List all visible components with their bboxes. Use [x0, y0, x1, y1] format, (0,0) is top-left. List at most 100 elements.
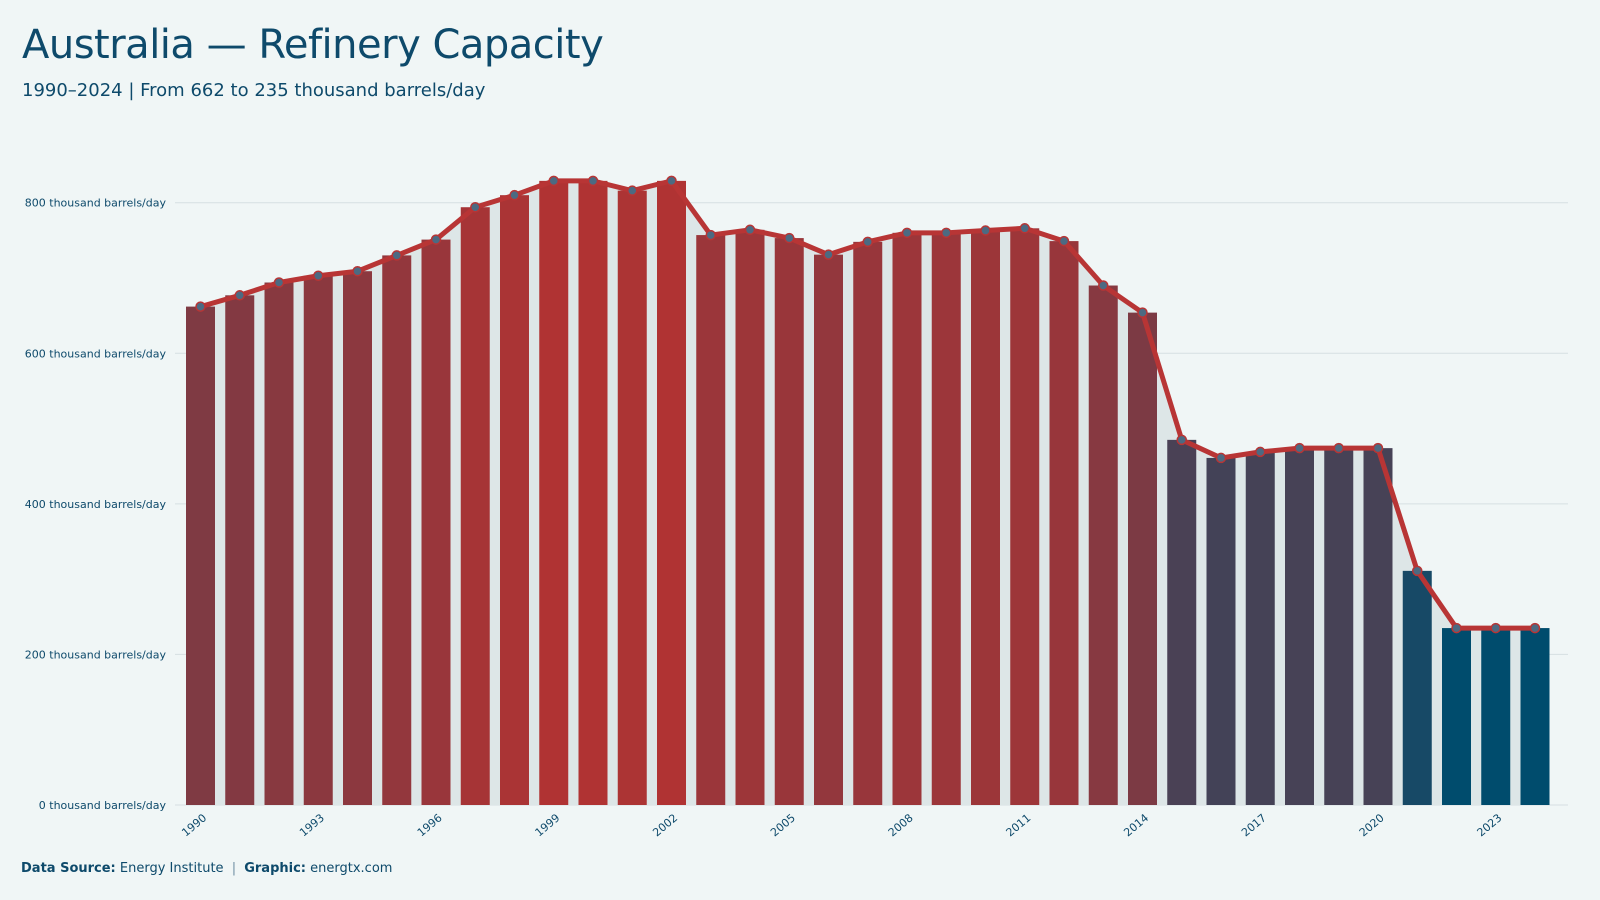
y-tick-label: 600 thousand barrels/day — [25, 347, 167, 360]
x-tick-label: 1996 — [415, 811, 445, 839]
marker-2006 — [823, 249, 834, 260]
x-tick-label: 2017 — [1239, 811, 1269, 839]
marker-2008 — [901, 227, 913, 239]
bar-2018 — [1285, 448, 1314, 805]
bar-1994 — [343, 271, 372, 805]
chart-subtitle: 1990–2024 | From 662 to 235 thousand bar… — [22, 80, 486, 101]
bar-1999 — [539, 180, 569, 806]
marker-2011 — [1019, 223, 1030, 234]
x-tick-label: 2014 — [1121, 811, 1151, 839]
marker-2017 — [1255, 446, 1266, 458]
bar-2019 — [1324, 448, 1354, 805]
bar-2010 — [971, 230, 1000, 805]
chart-title: Australia — Refinery Capacity — [22, 22, 604, 68]
marker-2010 — [980, 225, 991, 236]
x-tick-label: 2023 — [1475, 811, 1505, 839]
bar-2013 — [1088, 285, 1118, 806]
marker-2019 — [1333, 442, 1344, 454]
bar-2014 — [1128, 312, 1157, 805]
bar-2022 — [1442, 628, 1471, 805]
marker-1999 — [548, 175, 559, 187]
marker-1991 — [234, 290, 245, 301]
x-tick-label: 2020 — [1357, 811, 1387, 839]
bar-2003 — [696, 235, 726, 805]
bar-2007 — [853, 241, 883, 805]
marker-1990 — [195, 301, 206, 312]
bar-1993 — [303, 275, 333, 806]
caption-separator: | — [231, 861, 237, 876]
marker-2022 — [1451, 622, 1462, 634]
x-tick-label: 2002 — [650, 811, 680, 839]
y-tick-label: 400 thousand barrels/day — [25, 498, 167, 511]
marker-2013 — [1098, 280, 1109, 291]
marker-2002 — [666, 175, 677, 187]
marker-2024 — [1529, 622, 1541, 634]
marker-1998 — [509, 189, 520, 201]
marker-1996 — [430, 234, 442, 245]
graphic-label: Graphic: — [244, 861, 306, 876]
x-tick-label: 2008 — [886, 811, 916, 839]
marker-2001 — [627, 185, 638, 196]
marker-2007 — [862, 236, 873, 248]
marker-2009 — [941, 227, 952, 239]
marker-2015 — [1176, 434, 1187, 446]
marker-2023 — [1490, 622, 1501, 634]
bar-2024 — [1520, 628, 1550, 805]
bar-1990 — [186, 306, 215, 805]
marker-1995 — [391, 250, 402, 261]
marker-1993 — [313, 270, 324, 281]
marker-2012 — [1058, 235, 1070, 247]
bar-2011 — [1010, 228, 1040, 806]
bar-2020 — [1363, 448, 1393, 805]
bar-1991 — [225, 295, 255, 805]
bar-2002 — [657, 180, 686, 806]
x-tick-label: 1999 — [533, 811, 563, 839]
bar-1995 — [382, 255, 412, 806]
x-axis-labels: 1990 1993 1996 1999 2002 2005 2008 2011 2014 2017… — [179, 811, 1504, 839]
marker-2021 — [1412, 565, 1423, 577]
marker-2020 — [1372, 442, 1384, 454]
chart-caption: Data Source: Energy Institute | Graphic:… — [21, 861, 392, 876]
marker-2003 — [705, 229, 716, 241]
bar-1998 — [500, 195, 529, 805]
marker-2004 — [744, 224, 756, 236]
x-tick-label: 1990 — [179, 811, 209, 839]
graphic-value: energtx.com — [310, 861, 393, 876]
bar-2015 — [1167, 439, 1197, 805]
bar-2008 — [892, 232, 922, 805]
markers — [195, 175, 1541, 634]
x-tick-label: 2011 — [1004, 811, 1034, 839]
bar-2012 — [1049, 241, 1079, 805]
bar-2006 — [814, 254, 843, 806]
bar-2023 — [1481, 628, 1511, 805]
bar-2005 — [774, 238, 804, 806]
bar-1997 — [460, 207, 490, 805]
bar-1992 — [264, 282, 294, 805]
marker-2018 — [1294, 442, 1305, 454]
y-tick-label: 200 thousand barrels/day — [25, 648, 167, 661]
bar-1996 — [421, 239, 451, 806]
marker-2000 — [587, 175, 599, 187]
bar-2001 — [617, 190, 647, 806]
marker-1994 — [352, 265, 363, 277]
bars — [186, 180, 1550, 806]
bar-2021 — [1402, 570, 1432, 805]
marker-1997 — [470, 201, 481, 213]
x-tick-label: 1993 — [297, 811, 327, 839]
marker-2014 — [1137, 307, 1148, 318]
y-tick-label: 0 thousand barrels/day — [39, 799, 167, 812]
bar-2009 — [931, 232, 961, 805]
x-tick-label: 2005 — [768, 811, 798, 839]
marker-1992 — [273, 277, 285, 288]
source-value: Energy Institute — [119, 861, 224, 876]
marker-2016 — [1215, 452, 1227, 464]
bar-2016 — [1206, 457, 1236, 805]
y-axis-labels: 0 thousand barrels/day 200 thousand barre… — [25, 197, 167, 812]
bar-2004 — [735, 229, 765, 806]
y-tick-label: 800 thousand barrels/day — [25, 197, 167, 210]
bar-2017 — [1245, 451, 1275, 805]
source-label: Data Source: — [21, 861, 116, 876]
marker-2005 — [784, 232, 795, 244]
bar-2000 — [578, 180, 608, 806]
